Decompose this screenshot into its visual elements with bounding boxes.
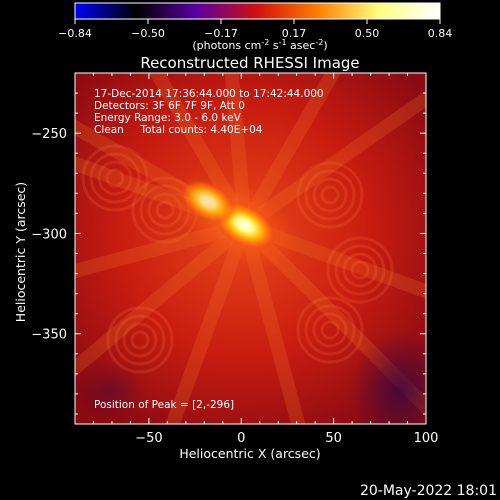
- info-line: 17-Dec-2014 17:36:44.000 to 17:42:44.000: [94, 88, 324, 100]
- info-line: Clean Total counts: 4.40E+04: [94, 124, 263, 136]
- info-line: Energy Range: 3.0 - 6.0 keV: [94, 112, 242, 124]
- streak: [224, 73, 252, 233]
- y-tick-label: −250: [31, 127, 67, 142]
- ripple-ring: [320, 320, 340, 340]
- colorbar-unit-label: (photons cm-2 s-1 asec-2): [192, 38, 327, 53]
- observation-info: 17-Dec-2014 17:36:44.000 to 17:42:44.000…: [94, 88, 324, 136]
- ripple-ring: [89, 152, 141, 204]
- colorbar-tick-label: −0.84: [58, 27, 92, 40]
- info-line: Detectors: 3F 6F 7F 9F, Att 0: [94, 100, 245, 112]
- dark-region: [350, 330, 426, 424]
- ripple-ring: [334, 244, 386, 296]
- colorbar-tick-label: 0.84: [428, 27, 453, 40]
- ripple-ring: [130, 330, 150, 350]
- ripple-ring: [312, 312, 348, 348]
- plot-frame: [74, 72, 427, 425]
- secondary-source: [180, 179, 236, 224]
- peak-position-label: Position of Peak = [2,-296]: [94, 399, 234, 411]
- timestamp: 20-May-2022 18:01: [360, 483, 497, 499]
- colorbar-ticks: −0.84 −0.50 −0.17 0.17 0.50 0.84: [58, 19, 452, 40]
- colorbar: −0.84 −0.50 −0.17 0.17 0.50 0.84 (photons cm-…: [58, 2, 452, 53]
- colorbar-tick-label: 0.17: [282, 27, 307, 40]
- y-axis-ticks: −250 −300 −350: [31, 92, 426, 415]
- ripple-ring: [97, 160, 133, 196]
- colorbar-tick-label: −0.50: [131, 27, 165, 40]
- streak: [237, 90, 426, 233]
- x-tick-label: 100: [414, 431, 439, 446]
- y-tick-label: −300: [31, 227, 67, 242]
- streak: [75, 218, 252, 378]
- ripple-ring: [296, 296, 364, 364]
- ripple-ring: [114, 314, 166, 366]
- colorbar-tick-label: −0.17: [204, 27, 238, 40]
- ripple-ring: [304, 304, 356, 356]
- streak: [165, 218, 252, 424]
- x-tick-label: 0: [237, 431, 245, 446]
- x-axis-label: Heliocentric X (arcsec): [179, 446, 320, 461]
- x-tick-label: 50: [325, 431, 342, 446]
- ripple-ring: [81, 144, 149, 212]
- ripple-ring: [106, 306, 174, 374]
- ripple-ring: [326, 236, 394, 304]
- ripple-ring: [320, 185, 340, 205]
- flare-sources: [170, 174, 300, 269]
- streak: [237, 73, 342, 233]
- ripple-ring: [105, 168, 125, 188]
- colorbar-tick-label: 0.50: [355, 27, 380, 40]
- ripple-ring: [296, 161, 364, 229]
- heatmap-plot: [75, 73, 426, 424]
- y-axis-label: Heliocentric Y (arcsec): [13, 182, 28, 322]
- ripple-ring: [312, 177, 348, 213]
- x-tick-label: −50: [135, 431, 162, 446]
- x-axis-ticks: −50 0 50 100: [92, 73, 439, 446]
- chart-title: Reconstructed RHESSI Image: [140, 54, 359, 72]
- dark-region: [75, 360, 145, 420]
- colorbar-gradient: [74, 2, 441, 20]
- ripple-ring: [350, 260, 370, 280]
- ripple-ring: [342, 252, 378, 288]
- y-tick-label: −350: [31, 328, 67, 343]
- ripple-artifacts: [81, 144, 394, 374]
- ripple-ring: [304, 169, 356, 221]
- ripple-ring: [122, 322, 158, 358]
